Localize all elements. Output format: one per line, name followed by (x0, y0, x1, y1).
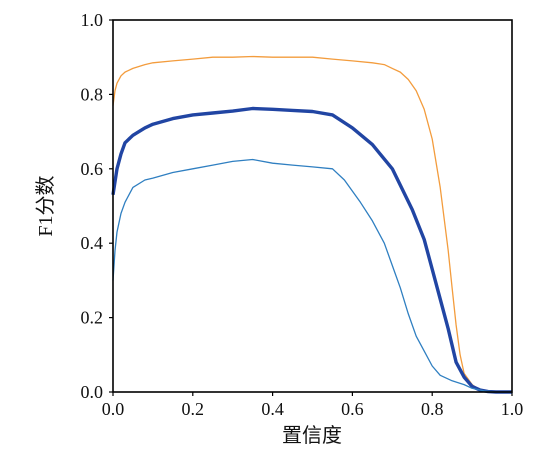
series-line-2 (112, 158, 512, 393)
y-tick-label: 0.6 (81, 159, 104, 179)
series-line-1 (111, 106, 512, 394)
y-tick-label: 0.0 (81, 382, 104, 402)
x-tick-label: 0.8 (421, 399, 444, 419)
x-tick-label: 0.6 (341, 399, 364, 419)
plot-frame (112, 19, 513, 393)
y-tick-label: 0.4 (81, 233, 104, 253)
x-axis-title: 置信度 (282, 424, 342, 447)
y-tick-label: 0.8 (81, 84, 104, 104)
y-tick-label: 1.0 (81, 10, 104, 30)
y-axis-title: F1分数 (34, 175, 57, 236)
series-line-0 (112, 55, 512, 393)
x-tick-label: 0.2 (182, 399, 205, 419)
x-tick-label: 1.0 (501, 399, 524, 419)
x-tick-label: 0.0 (102, 399, 125, 419)
tick-layer: 0.0 0.2 0.4 0.6 0.8 1.0 0.0 0.2 0.4 0.6 0.8 1.0 (81, 10, 524, 419)
y-tick-label: 0.2 (81, 308, 104, 328)
series-layer (111, 55, 512, 394)
x-tick-label: 0.4 (261, 399, 284, 419)
